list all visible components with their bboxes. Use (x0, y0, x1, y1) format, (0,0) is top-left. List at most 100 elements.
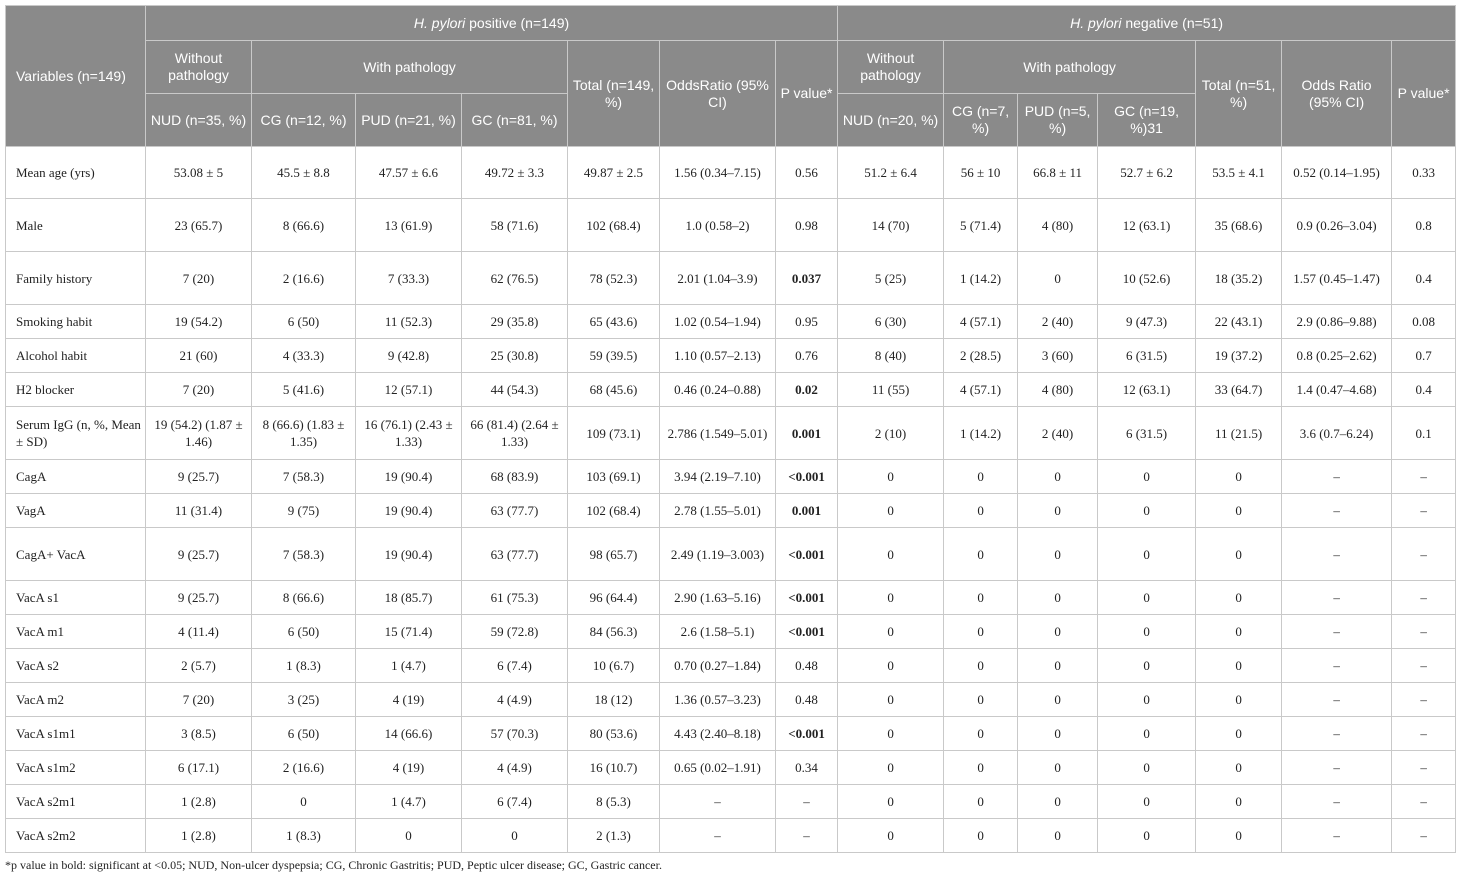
table-cell: 4 (33.3) (251, 338, 356, 373)
table-cell: 0 (1195, 459, 1283, 494)
table-cell: 6 (30) (837, 304, 945, 339)
table-cell: 8 (40) (837, 338, 945, 373)
table-cell: 68 (45.6) (567, 372, 660, 407)
table-cell: 56 ± 10 (943, 146, 1019, 199)
table-cell: 0.9 (0.26–3.04) (1281, 198, 1393, 252)
table-cell: 0 (943, 614, 1019, 649)
table-cell: 0 (1195, 784, 1283, 819)
table-cell: 47.57 ± 6.6 (355, 146, 462, 199)
table-body: Mean age (yrs) 53.08 ± 5 45.5 ± 8.8 47.57 ±… (5, 146, 1457, 853)
row-label: VacA m2 (5, 682, 146, 717)
table-cell: 3 (60) (1017, 338, 1099, 373)
table-cell: 0 (943, 459, 1019, 494)
table-cell: 49.72 ± 3.3 (461, 146, 568, 199)
neg-pvalue-cell: – (1391, 580, 1457, 615)
neg-pvalue-cell: 0.1 (1391, 406, 1457, 460)
pos-pvalue-cell: 0.34 (774, 750, 839, 785)
variables-header: Variables (n=149) (5, 5, 146, 147)
table-cell: 29 (35.8) (461, 304, 568, 339)
table-cell: 0 (1017, 251, 1099, 305)
table-cell: 10 (52.6) (1097, 251, 1197, 305)
table-cell: 0.46 (0.24–0.88) (659, 372, 776, 407)
table-cell: 0 (1097, 459, 1197, 494)
pos-pvalue-cell: <0.001 (774, 580, 839, 615)
neg-pvalue-cell: – (1391, 459, 1457, 494)
table-cell: 8 (66.6) (251, 580, 356, 615)
table-cell: 0 (837, 682, 945, 717)
pos-pvalue-cell: – (774, 784, 839, 819)
table-cell: 0 (943, 784, 1019, 819)
table-cell: 9 (25.7) (145, 527, 252, 581)
neg-nud-header: NUD (n=20, %) (837, 93, 945, 147)
table-cell: 1.4 (0.47–4.68) (1281, 372, 1393, 407)
table-cell: 8 (66.6) (1.83 ± 1.35) (251, 406, 356, 460)
table-cell: – (1281, 648, 1393, 683)
table-cell: 4 (80) (1017, 198, 1099, 252)
neg-without-pathology-header: Without pathology (837, 40, 945, 94)
neg-pvalue-cell: – (1391, 614, 1457, 649)
table-cell: 0 (837, 459, 945, 494)
row-label: CagA (5, 459, 146, 494)
pos-gc-header: GC (n=81, %) (461, 93, 568, 147)
table-cell: – (1281, 527, 1393, 581)
table-cell: 0 (837, 784, 945, 819)
pos-pvalue-cell: 0.02 (774, 372, 839, 407)
row-label: VacA s2m2 (5, 818, 146, 853)
pos-pvalue-cell: 0.48 (774, 682, 839, 717)
row-label: Mean age (yrs) (5, 146, 146, 199)
neg-pvalue-cell: 0.08 (1391, 304, 1457, 339)
table-cell: 8 (66.6) (251, 198, 356, 252)
table-cell: 0 (1097, 527, 1197, 581)
neg-pud-header: PUD (n=5, %) (1017, 93, 1099, 147)
table-cell: 0 (1097, 493, 1197, 528)
pos-odds-ratio-header: OddsRatio (95% CI) (659, 40, 776, 147)
table-cell: 19 (54.2) (145, 304, 252, 339)
table-cell: 0 (1195, 580, 1283, 615)
table-cell: 0 (943, 682, 1019, 717)
table-cell: 59 (72.8) (461, 614, 568, 649)
table-cell: 7 (58.3) (251, 527, 356, 581)
table-cell: 0 (837, 614, 945, 649)
table-cell: 12 (63.1) (1097, 198, 1197, 252)
neg-total-header: Total (n=51, %) (1195, 40, 1283, 147)
table-cell: 45.5 ± 8.8 (251, 146, 356, 199)
table-cell: 2.6 (1.58–5.1) (659, 614, 776, 649)
table-cell: 0 (1195, 818, 1283, 853)
table-cell: 22 (43.1) (1195, 304, 1283, 339)
table-cell: 8 (5.3) (567, 784, 660, 819)
neg-with-pathology-header: With pathology (943, 40, 1197, 94)
pos-total-header: Total (n=149, %) (567, 40, 660, 147)
table-cell: 1 (14.2) (943, 406, 1019, 460)
pylori-negative-header: H. pylori negative (n=51) (837, 5, 1457, 41)
table-cell: 2.01 (1.04–3.9) (659, 251, 776, 305)
row-label: VagA (5, 493, 146, 528)
neg-pvalue-cell: 0.33 (1391, 146, 1457, 199)
table-cell: 25 (30.8) (461, 338, 568, 373)
table-cell: 0 (1017, 784, 1099, 819)
pos-pvalue-cell: 0.001 (774, 493, 839, 528)
table-cell: 7 (20) (145, 682, 252, 717)
table-cell: 0 (943, 716, 1019, 751)
pylori-positive-header: H. pylori positive (n=149) (144, 5, 839, 41)
table-cell: 9 (25.7) (145, 580, 252, 615)
table-cell: 52.7 ± 6.2 (1097, 146, 1197, 199)
pos-with-pathology-header: With pathology (251, 40, 568, 94)
neg-pvalue-cell: – (1391, 527, 1457, 581)
neg-pvalue-cell: – (1391, 493, 1457, 528)
table-cell: 19 (90.4) (355, 459, 462, 494)
table-cell: 1.10 (0.57–2.13) (659, 338, 776, 373)
neg-pvalue-cell: – (1391, 716, 1457, 751)
table-cell: 4 (19) (355, 682, 462, 717)
table-cell: 14 (66.6) (355, 716, 462, 751)
table-cell: 0 (1097, 580, 1197, 615)
table-cell: 15 (71.4) (355, 614, 462, 649)
table-cell: 66 (81.4) (2.64 ± 1.33) (461, 406, 568, 460)
neg-pvalue-cell: – (1391, 818, 1457, 853)
pos-pvalue-cell: 0.95 (774, 304, 839, 339)
table-cell: 0 (837, 750, 945, 785)
table-cell: 4 (57.1) (943, 304, 1019, 339)
neg-pvalue-cell: 0.7 (1391, 338, 1457, 373)
table-cell: 2 (40) (1017, 304, 1099, 339)
table-cell: 16 (10.7) (567, 750, 660, 785)
table-cell: 80 (53.6) (567, 716, 660, 751)
